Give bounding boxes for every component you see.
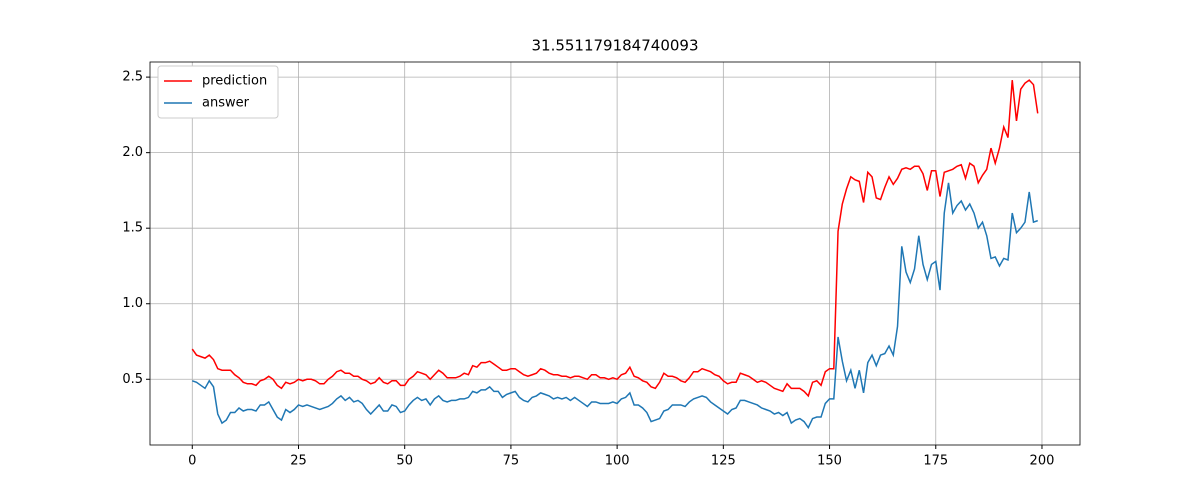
y-tick-label: 0.5 [122, 372, 143, 387]
x-tick-label: 0 [188, 454, 196, 469]
series-line [191, 79, 1039, 398]
legend-box [157, 65, 279, 119]
x-tick-label: 175 [923, 454, 948, 469]
x-tick-label: 25 [290, 454, 307, 469]
x-tick-label: 100 [605, 454, 630, 469]
chart-title: 31.551179184740093 [531, 37, 698, 55]
legend-label: prediction [202, 74, 267, 89]
x-tick-label: 200 [1030, 454, 1055, 469]
x-tick-label: 50 [396, 454, 413, 469]
y-tick-label: 1.0 [122, 296, 143, 311]
y-tick-label: 1.5 [122, 221, 143, 236]
y-tick-label: 2.0 [122, 145, 143, 160]
legend-label: answer [202, 96, 250, 111]
x-tick-label: 125 [711, 454, 736, 469]
x-tick-label: 75 [503, 454, 520, 469]
y-tick-label: 2.5 [122, 70, 143, 85]
x-tick-label: 150 [817, 454, 842, 469]
plot-frame [149, 61, 1081, 446]
series-line [192, 182, 1038, 430]
